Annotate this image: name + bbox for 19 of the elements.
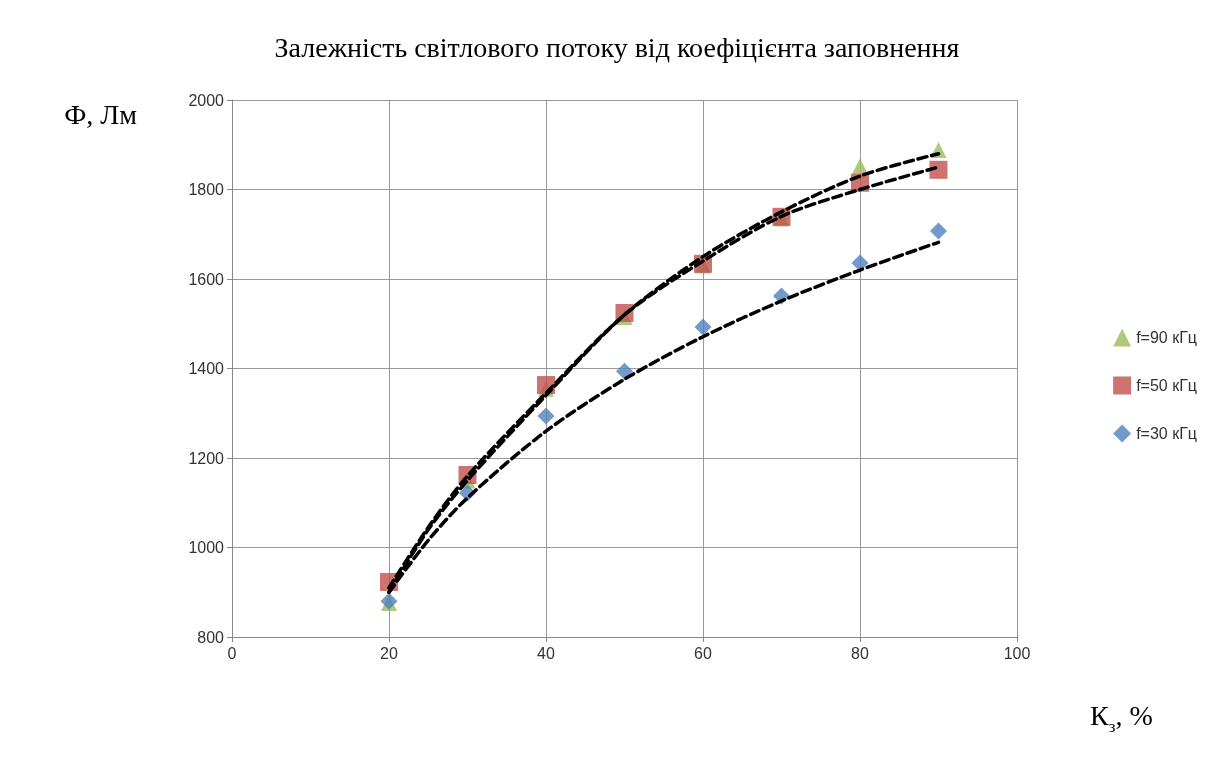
y-tick-label: 1600 xyxy=(188,270,225,288)
y-tick-label: 800 xyxy=(197,628,225,646)
x-tick-label: 40 xyxy=(537,644,555,662)
x-tick-label: 0 xyxy=(227,644,237,662)
x-tick-label: 80 xyxy=(851,644,869,662)
y-axis-title: Ф, Лм xyxy=(64,98,138,130)
x-tick-label: 100 xyxy=(1003,644,1031,662)
y-tick-label: 1000 xyxy=(188,539,225,556)
x-tick-label: 20 xyxy=(380,644,398,662)
legend-label: f=90 кГц xyxy=(1136,329,1197,346)
legend-label: f=50 кГц xyxy=(1136,377,1197,394)
y-tick-label: 1400 xyxy=(188,360,225,377)
x-axis-title: К$_{з}$, % xyxy=(1090,700,1153,737)
y-tick-label: 2000 xyxy=(188,91,225,109)
x-tick-label: 60 xyxy=(694,644,712,662)
legend-label: f=30 кГц xyxy=(1136,425,1197,442)
y-tick-label: 1800 xyxy=(188,181,225,198)
chart-title: Залежність світлового потоку від коефіцієнта заповнення xyxy=(274,31,960,63)
y-tick-label: 1200 xyxy=(188,449,225,467)
